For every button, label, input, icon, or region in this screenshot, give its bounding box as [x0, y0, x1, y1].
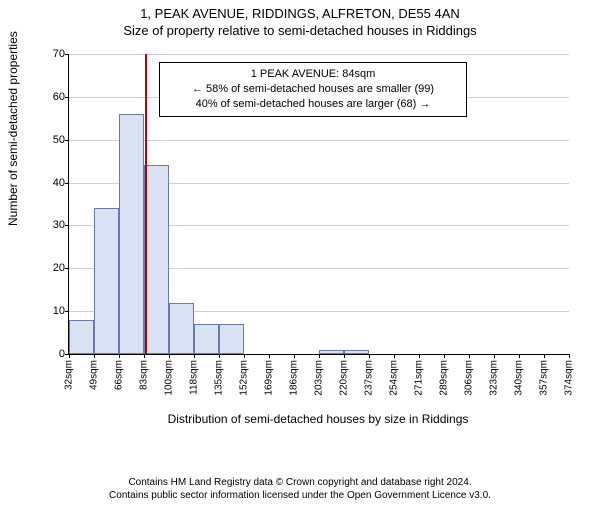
xtick-label: 152sqm	[239, 360, 250, 396]
ytick-mark	[65, 268, 69, 269]
xtick-mark	[419, 354, 420, 358]
xtick-label: 66sqm	[114, 360, 125, 390]
xtick-label: 118sqm	[189, 360, 200, 395]
xtick-label: 254sqm	[389, 360, 400, 396]
footer: Contains HM Land Registry data © Crown c…	[0, 476, 600, 502]
ytick-label: 50	[53, 134, 65, 146]
xtick-label: 203sqm	[314, 360, 325, 396]
xtick-label: 100sqm	[164, 360, 175, 396]
xtick-mark	[319, 354, 320, 358]
histogram-bar	[169, 303, 194, 354]
xtick-label: 135sqm	[214, 360, 225, 396]
xtick-mark	[444, 354, 445, 358]
page-title-line2: Size of property relative to semi-detach…	[0, 23, 600, 38]
xtick-mark	[494, 354, 495, 358]
info-box: 1 PEAK AVENUE: 84sqm← 58% of semi-detach…	[159, 62, 467, 117]
xtick-label: 169sqm	[264, 360, 275, 396]
ytick-label: 60	[53, 91, 65, 103]
xtick-label: 237sqm	[364, 360, 375, 396]
xtick-mark	[219, 354, 220, 358]
plot-area: 01020304050607032sqm49sqm66sqm83sqm100sq…	[68, 54, 569, 355]
xtick-mark	[569, 354, 570, 358]
xtick-label: 271sqm	[414, 360, 425, 396]
xtick-label: 186sqm	[289, 360, 300, 396]
histogram-bar	[69, 320, 94, 354]
xtick-mark	[294, 354, 295, 358]
ytick-mark	[65, 183, 69, 184]
xtick-mark	[244, 354, 245, 358]
xtick-label: 32sqm	[64, 360, 75, 390]
ytick-label: 10	[53, 305, 65, 317]
xtick-mark	[269, 354, 270, 358]
histogram-bar	[144, 165, 169, 354]
histogram-bar	[344, 350, 369, 354]
xtick-label: 357sqm	[539, 360, 550, 396]
ytick-label: 20	[53, 262, 65, 274]
y-axis-label: Number of semi-detached properties	[6, 31, 20, 226]
xtick-label: 306sqm	[464, 360, 475, 396]
xtick-mark	[394, 354, 395, 358]
xtick-mark	[119, 354, 120, 358]
histogram-bar	[194, 324, 219, 354]
property-marker-line	[145, 54, 147, 354]
xtick-mark	[69, 354, 70, 358]
histogram-bar	[94, 208, 119, 354]
x-axis-label: Distribution of semi-detached houses by …	[68, 412, 568, 426]
ytick-label: 30	[53, 219, 65, 231]
footer-line2: Contains public sector information licen…	[0, 489, 600, 502]
info-box-line-3: 40% of semi-detached houses are larger (…	[168, 97, 458, 112]
xtick-label: 374sqm	[564, 360, 575, 396]
ytick-mark	[65, 97, 69, 98]
ytick-mark	[65, 140, 69, 141]
histogram-bar	[219, 324, 244, 354]
xtick-mark	[369, 354, 370, 358]
xtick-label: 220sqm	[339, 360, 350, 396]
ytick-mark	[65, 311, 69, 312]
xtick-mark	[469, 354, 470, 358]
footer-line1: Contains HM Land Registry data © Crown c…	[0, 476, 600, 489]
page-title-line1: 1, PEAK AVENUE, RIDDINGS, ALFRETON, DE55…	[0, 6, 600, 21]
ytick-label: 0	[59, 348, 65, 360]
xtick-label: 340sqm	[514, 360, 525, 396]
xtick-label: 289sqm	[439, 360, 450, 396]
xtick-label: 323sqm	[489, 360, 500, 396]
ytick-mark	[65, 225, 69, 226]
xtick-label: 83sqm	[139, 360, 150, 390]
xtick-mark	[94, 354, 95, 358]
xtick-mark	[519, 354, 520, 358]
histogram-bar	[319, 350, 344, 354]
xtick-label: 49sqm	[89, 360, 100, 390]
xtick-mark	[344, 354, 345, 358]
xtick-mark	[544, 354, 545, 358]
xtick-mark	[169, 354, 170, 358]
info-box-line-1: 1 PEAK AVENUE: 84sqm	[168, 67, 458, 82]
xtick-mark	[194, 354, 195, 358]
xtick-mark	[144, 354, 145, 358]
ytick-label: 70	[53, 48, 65, 60]
histogram-chart: 01020304050607032sqm49sqm66sqm83sqm100sq…	[40, 54, 570, 384]
ytick-mark	[65, 54, 69, 55]
histogram-bar	[119, 114, 144, 354]
info-box-line-2: ← 58% of semi-detached houses are smalle…	[168, 82, 458, 97]
ytick-label: 40	[53, 177, 65, 189]
